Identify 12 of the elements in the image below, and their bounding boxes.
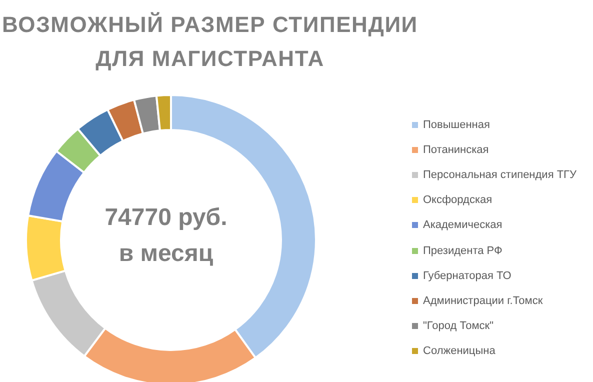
chart-title: ВОЗМОЖНЫЙ РАЗМЕР СТИПЕНДИИ ДЛЯ МАГИСТРАНТА [1, 11, 419, 73]
legend-label: Оксфордская [423, 194, 492, 206]
legend-label: Повышенная [423, 118, 490, 131]
legend-label: Академическая [423, 219, 502, 232]
legend-label: Солженицына [423, 345, 496, 358]
legend-label: Президента РФ [423, 244, 502, 257]
legend-label: Персональная стипендия ТГУ [423, 168, 577, 181]
legend-label: "Город Томск" [423, 320, 494, 332]
legend-label: Губернаторая ТО [423, 270, 512, 282]
legend-label: Потанинская [423, 144, 489, 156]
text: 74770 руб. в месяц [104, 203, 228, 269]
legend-label: Администрации г.Томск [423, 294, 543, 307]
